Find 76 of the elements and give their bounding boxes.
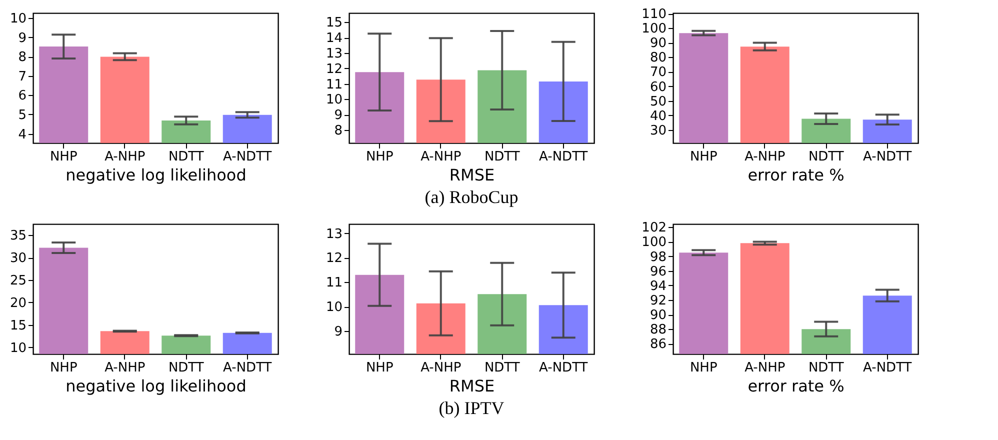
y-tick-label: 10 [10, 340, 26, 356]
y-tick-label: 88 [650, 322, 666, 338]
x-tick-label: NDTT [808, 360, 844, 376]
text: (b) IPTV [438, 398, 504, 418]
y-tick-label: 86 [650, 337, 666, 352]
y-tick-label: 7 [18, 69, 26, 84]
y-tick-label: 14 [326, 31, 342, 46]
y-tick-label: 11 [326, 276, 342, 291]
x-tick-label: NDTT [168, 150, 204, 164]
y-tick-label: 9 [18, 30, 26, 46]
y-tick-label: 15 [326, 16, 342, 31]
x-tick-label: NHP [50, 360, 78, 376]
y-tick-label: 12 [326, 251, 342, 266]
y-tick-label: 94 [650, 278, 666, 294]
y-tick-label: 15 [10, 318, 26, 334]
y-tick-label: 6 [18, 88, 26, 104]
y-tick-label: 100 [642, 235, 666, 250]
x-tick-label: NHP [366, 150, 394, 164]
y-tick-label: 35 [10, 228, 26, 244]
x-axis-title: RMSE [449, 166, 495, 184]
x-tick-label: NHP [366, 360, 394, 376]
x-axis-title: negative log likelihood [66, 166, 246, 184]
y-tick-label: 5 [18, 108, 26, 123]
x-tick-label: A-NDTT [863, 360, 912, 376]
y-tick-label: 10 [10, 12, 26, 27]
y-tick-label: 96 [650, 264, 666, 280]
x-axis-title: RMSE [449, 376, 495, 396]
x-tick-label: A-NDTT [539, 360, 588, 376]
x-tick-label: A-NHP [104, 360, 146, 376]
y-tick-label: 102 [642, 220, 666, 236]
y-tick-label: 100 [642, 22, 666, 37]
y-tick-label: 25 [10, 274, 26, 289]
y-tick-label: 30 [650, 123, 666, 138]
y-tick-label: 9 [334, 108, 342, 124]
x-tick-label: A-NDTT [539, 150, 588, 164]
y-tick-label: 4 [18, 127, 26, 142]
y-tick-label: 9 [334, 324, 342, 340]
y-tick-label: 10 [326, 92, 342, 108]
y-tick-label: 90 [650, 308, 666, 324]
y-tick-label: 80 [650, 50, 666, 66]
y-tick-label: 12 [326, 62, 342, 77]
x-tick-label: NHP [690, 360, 718, 376]
x-tick-label: A-NHP [420, 150, 462, 164]
y-tick-label: 10 [326, 300, 342, 316]
y-tick-label: 90 [650, 36, 666, 52]
y-tick-label: 40 [650, 108, 666, 124]
y-tick-label: 92 [650, 293, 666, 308]
y-tick-label: 13 [326, 226, 342, 242]
y-tick-label: 110 [642, 7, 666, 22]
x-tick-label: NDTT [168, 360, 204, 376]
y-tick-label: 30 [10, 251, 26, 266]
y-tick-label: 60 [650, 80, 666, 95]
x-tick-label: A-NHP [744, 150, 786, 164]
text: (a) RoboCup [424, 187, 518, 207]
x-axis-title: error rate % [748, 376, 844, 396]
y-tick-label: 20 [10, 296, 26, 311]
x-axis-title: negative log likelihood [66, 376, 246, 396]
x-tick-label: A-NDTT [223, 360, 272, 376]
x-tick-label: A-NHP [104, 150, 146, 164]
x-tick-label: NHP [690, 150, 718, 164]
x-tick-label: A-NHP [744, 360, 786, 376]
x-tick-label: NDTT [484, 360, 520, 376]
y-tick-label: 50 [650, 94, 666, 110]
y-tick-label: 70 [650, 65, 666, 80]
x-tick-label: A-NDTT [863, 150, 912, 164]
y-tick-label: 98 [650, 250, 666, 265]
y-tick-label: 13 [326, 46, 342, 62]
x-tick-label: NHP [50, 150, 78, 164]
x-tick-label: A-NDTT [223, 150, 272, 164]
y-tick-label: 8 [334, 123, 342, 138]
y-tick-label: 11 [326, 77, 342, 92]
x-axis-title: error rate % [748, 166, 844, 184]
x-tick-label: NDTT [808, 150, 844, 164]
y-tick-label: 8 [18, 50, 26, 66]
x-tick-label: NDTT [484, 150, 520, 164]
x-tick-label: A-NHP [420, 360, 462, 376]
